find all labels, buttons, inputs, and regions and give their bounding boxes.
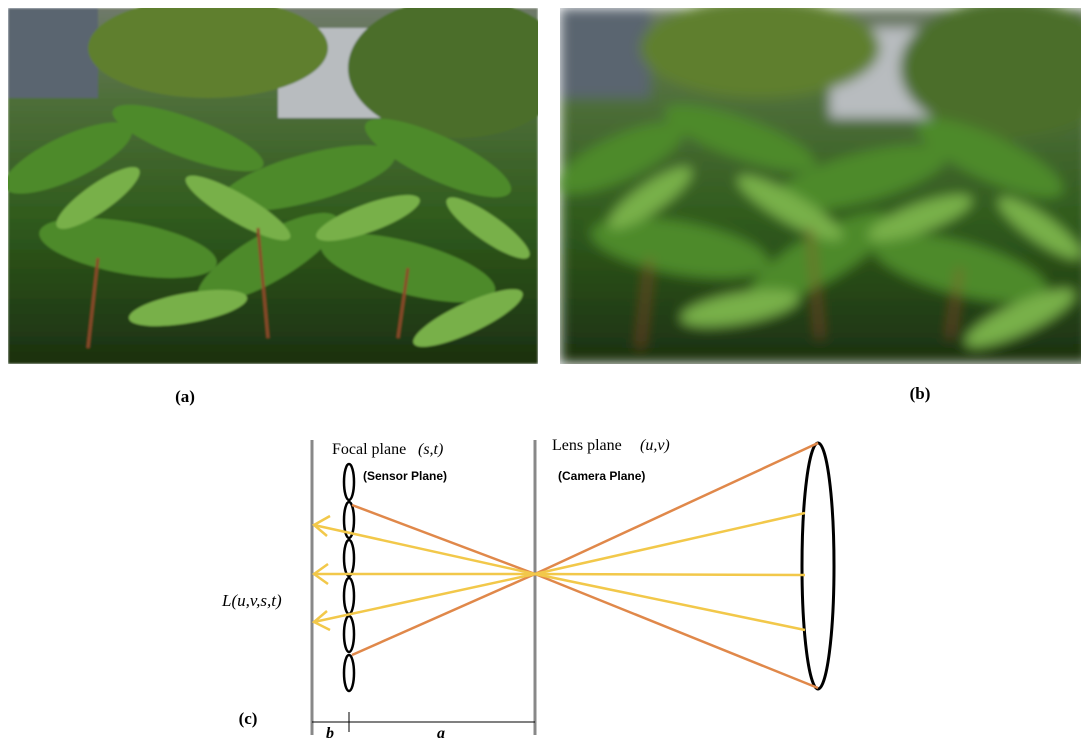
panel-label: (b) [910,384,931,403]
camera-plane-label: (Camera Plane) [558,469,645,483]
focal-plane-label: Focal plane [332,441,406,458]
panel-label: (c) [239,709,258,728]
lens-plane-label: Lens plane [552,437,622,454]
lens-coords: (u,v) [640,437,670,454]
photo-a [0,0,568,364]
diagram: Focal plane (s,t) (Sensor Plane) Lens pl… [221,437,834,740]
distance-b: b [326,725,334,740]
main-lens [802,443,834,689]
focal-coords: (s,t) [418,441,443,458]
panel-label: (a) [175,387,195,406]
figure: (a) (b) (c) Focal plane (s,t) (Sensor Pl… [0,0,1081,740]
photo-b [547,0,1081,364]
sensor-plane-label: (Sensor Plane) [363,469,447,483]
distance-a: a [437,725,445,740]
yellow-rays [314,513,805,630]
microlenses [344,464,354,691]
light-field-label: L(u,v,s,t) [221,591,282,610]
dimension-lines [312,712,535,732]
